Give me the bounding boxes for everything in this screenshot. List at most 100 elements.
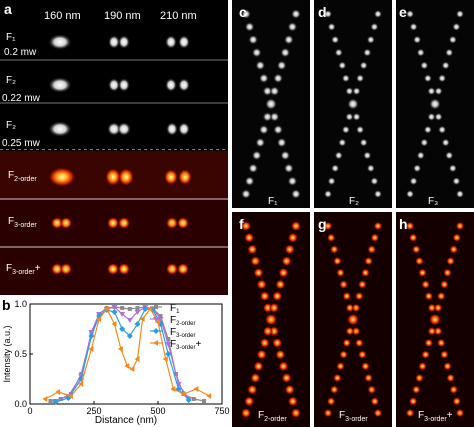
beam-spot (416, 48, 425, 57)
beam-spot (441, 61, 450, 70)
beam-spot (255, 137, 266, 148)
x-panel-1 (232, 212, 310, 427)
column-header-160: 160 nm (44, 10, 81, 22)
data-point (142, 306, 149, 312)
beam-spot (341, 74, 351, 83)
data-point (170, 386, 176, 392)
data-point (135, 306, 140, 310)
row-2-power: 0.22 mw (2, 93, 40, 104)
panel-d-caption: F₂ (349, 196, 359, 207)
beam-spot (330, 35, 340, 44)
x-axis-label: Distance (nm) (95, 415, 157, 426)
data-point (78, 381, 84, 387)
row-4-spots (48, 167, 192, 187)
row-2-name: F₂ (6, 75, 16, 86)
beam-spot (290, 9, 301, 19)
x-panel-2 (314, 0, 392, 208)
beam-spot (405, 408, 415, 418)
beam-spot (433, 303, 443, 313)
beam-spot (455, 221, 465, 231)
beam-spot (247, 244, 258, 255)
beam-spot (441, 138, 450, 147)
row-6-name: F3-order+ (6, 263, 41, 276)
center-spot (347, 313, 359, 326)
row-2-spots (48, 77, 190, 93)
beam-spot (276, 137, 287, 148)
beam-spot (244, 21, 255, 32)
beam-spot (338, 61, 347, 70)
beam-spot (345, 112, 354, 122)
beam-spot (440, 280, 449, 289)
beam-spot (336, 362, 345, 371)
data-point (120, 306, 125, 310)
series-line (45, 307, 210, 400)
panel-c-label: c (239, 4, 247, 20)
beam-spot (440, 350, 449, 359)
data-point (165, 342, 172, 347)
x-panel-3 (396, 212, 474, 427)
beam-spot (259, 337, 270, 348)
beam-spot (433, 326, 443, 336)
data-point (206, 393, 212, 399)
beam-spot (427, 112, 436, 122)
beam-spot (437, 291, 446, 301)
panel-c-caption: F₁ (268, 196, 278, 207)
beam-spot (334, 48, 343, 57)
panel-d-label: d (318, 4, 327, 20)
data-point (180, 391, 186, 397)
beam-spot (278, 361, 289, 372)
beam-spot (455, 408, 465, 418)
center-spot (429, 98, 441, 110)
beam-spot (241, 9, 252, 19)
legend-label: F1 (170, 303, 180, 315)
beam-spot (448, 164, 458, 173)
panel-e-label: e (399, 4, 407, 20)
beam-spot (423, 74, 433, 83)
beam-spot (449, 385, 458, 394)
beam-spot (409, 176, 418, 186)
beam-spot (423, 125, 433, 134)
y-tick-label: 0.5 (14, 349, 27, 359)
beam-spot (275, 349, 286, 360)
plot-frame (29, 303, 223, 405)
data-point (166, 337, 171, 341)
data-point (67, 393, 73, 399)
data-point (88, 333, 95, 339)
beam-spot (412, 35, 422, 44)
beam-spot (280, 150, 291, 161)
data-point (119, 312, 126, 317)
beam-spot (434, 112, 443, 122)
row-3-spots (48, 121, 190, 137)
row-5-name: F3-order (8, 216, 37, 229)
beam-spot (412, 385, 421, 394)
beam-spot (358, 350, 367, 359)
x-panel-3 (396, 0, 474, 208)
data-point (55, 389, 61, 395)
data-point (165, 351, 172, 357)
beam-spot (251, 150, 262, 161)
data-point (111, 309, 118, 315)
beam-spot (424, 291, 433, 301)
series-line (55, 306, 190, 402)
beam-spot (437, 125, 447, 134)
beam-spot (258, 73, 269, 84)
beam-spot (367, 245, 376, 254)
beam-spot (418, 268, 427, 277)
x-tick-label: 0 (27, 406, 32, 416)
beam-spot (280, 47, 291, 58)
beam-spot (421, 350, 430, 359)
panel-a-label: a (4, 1, 12, 17)
data-point (126, 318, 133, 323)
legend-marker (153, 340, 158, 346)
beam-spot (370, 397, 380, 406)
series-line (55, 308, 190, 403)
beam-spot (437, 74, 447, 83)
beam-spot (352, 86, 361, 96)
beam-spot (281, 256, 292, 267)
beam-spot (247, 384, 258, 395)
panel-g-label: g (318, 216, 327, 232)
beam-spot (334, 151, 343, 160)
column-header-190: 190 nm (104, 10, 141, 22)
beam-spot (415, 373, 424, 383)
